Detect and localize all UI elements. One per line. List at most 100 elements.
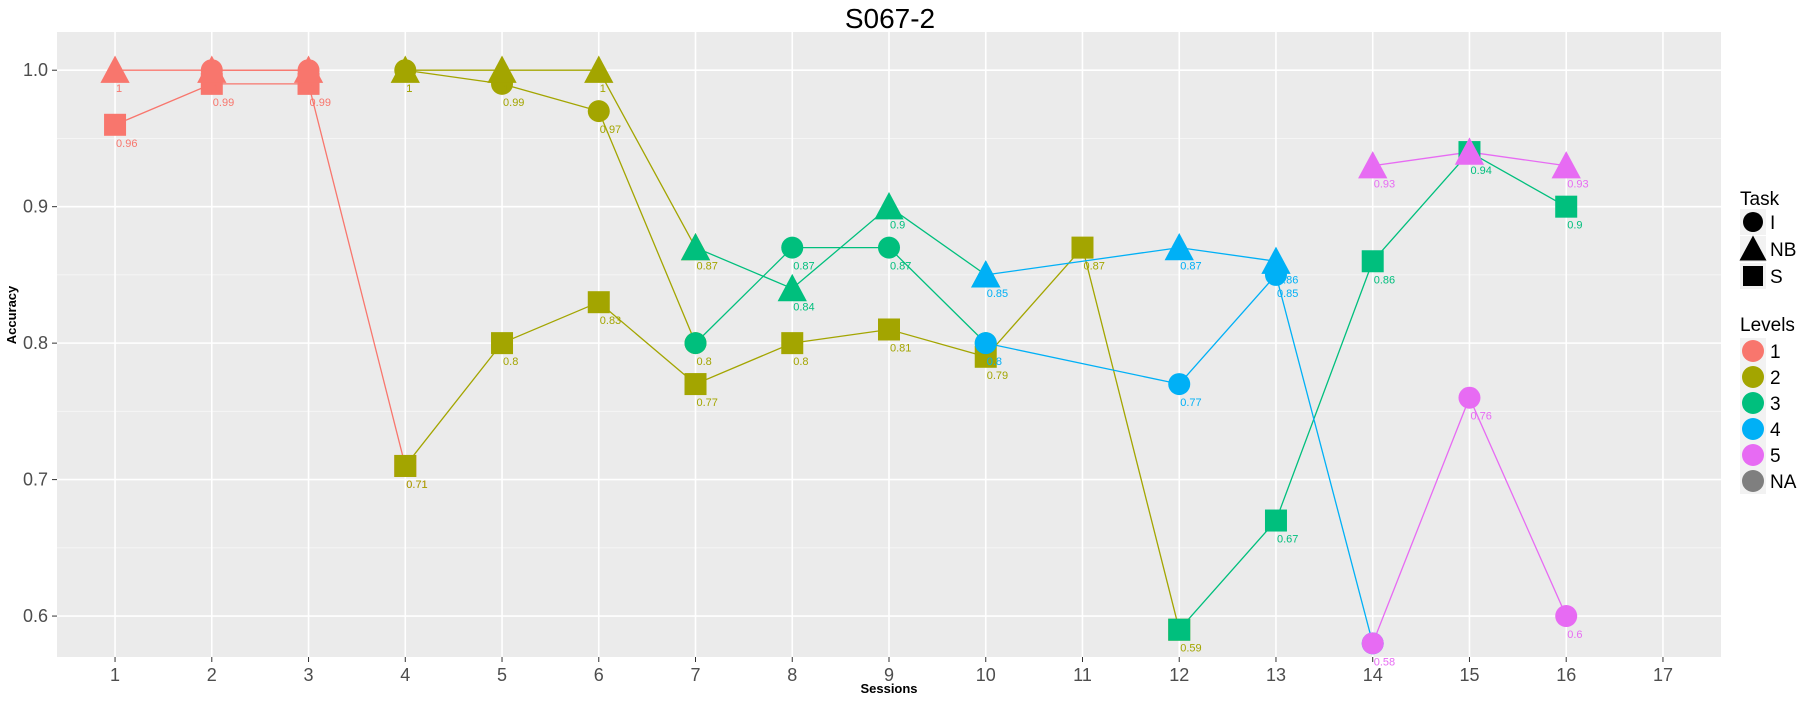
data-point — [878, 236, 900, 259]
data-label: 0.8 — [987, 356, 1002, 368]
data-label: 1 — [406, 83, 412, 95]
x-tick-label: 10 — [976, 665, 996, 685]
y-tick-label: 0.6 — [23, 606, 48, 626]
legend-level-label: NA — [1770, 472, 1797, 493]
data-label: 0.86 — [1374, 274, 1395, 286]
data-label: 0.96 — [116, 138, 137, 150]
y-tick-label: 1.0 — [23, 60, 48, 80]
legend-level-na-swatch — [1742, 470, 1764, 492]
x-tick-label: 11 — [1073, 665, 1092, 685]
data-label: 0.87 — [793, 261, 814, 273]
y-tick-label: 0.9 — [23, 197, 48, 217]
x-axis-label: Sessions — [860, 681, 917, 696]
legend-level-3-swatch — [1742, 392, 1764, 414]
data-label: 0.9 — [890, 220, 905, 232]
data-point — [1071, 236, 1094, 259]
data-label: 0.71 — [406, 479, 427, 491]
data-point — [1261, 246, 1291, 274]
data-label: 0.76 — [1470, 411, 1491, 423]
x-tick-label: 17 — [1653, 665, 1673, 685]
data-label: 1 — [600, 83, 606, 95]
data-label: 0.85 — [987, 288, 1008, 300]
data-label: 0.93 — [1374, 179, 1395, 191]
data-point — [394, 454, 417, 477]
data-label: 0.8 — [793, 356, 808, 368]
legend-level-5-swatch — [1742, 444, 1764, 466]
data-point — [1168, 373, 1191, 396]
data-label: 0.93 — [1567, 179, 1588, 191]
data-label: 0.8 — [503, 356, 518, 368]
data-label: 0.6 — [1567, 629, 1582, 641]
data-point — [680, 232, 711, 261]
series-line-s-level-1 — [114, 83, 406, 467]
legend-level-1-swatch — [1742, 340, 1764, 362]
x-tick-label: 15 — [1459, 665, 1479, 685]
x-tick-label: 8 — [787, 665, 797, 685]
series-line-nb-level-3 — [695, 205, 987, 290]
data-point — [587, 100, 610, 123]
x-tick-label: 6 — [594, 665, 604, 685]
data-label: 1 — [213, 83, 219, 95]
data-label: 0.87 — [1180, 261, 1201, 273]
legend-levels-title: Levels — [1740, 315, 1795, 336]
legend-level-label: 3 — [1770, 394, 1781, 415]
data-label: 0.84 — [793, 302, 814, 314]
data-point — [197, 55, 227, 83]
y-tick-label: 0.7 — [23, 470, 48, 490]
data-point — [781, 332, 804, 355]
series-line-nb-level-2 — [405, 69, 697, 248]
data-label: 0.86 — [1277, 274, 1298, 286]
data-label: 0.8 — [697, 356, 712, 368]
x-tick-label: 13 — [1266, 665, 1286, 685]
data-label: 0.9 — [1567, 220, 1582, 232]
y-tick-label: 0.8 — [23, 333, 48, 353]
data-point — [1164, 232, 1194, 261]
data-label: 0.97 — [600, 124, 621, 136]
data-point — [1555, 195, 1578, 218]
data-point — [777, 273, 807, 302]
legend-level-label: 1 — [1770, 342, 1781, 363]
data-point — [104, 113, 127, 136]
data-label: 0.58 — [1374, 656, 1395, 668]
data-point — [491, 332, 514, 355]
data-label: 0.77 — [697, 397, 718, 409]
data-label: 0.87 — [1083, 261, 1104, 273]
data-label: 0.59 — [1180, 643, 1201, 655]
legend-task-i-symbol — [1743, 212, 1763, 232]
legend-task-nb-symbol — [1739, 235, 1767, 261]
data-label: 0.99 — [503, 97, 524, 109]
data-point — [684, 373, 707, 396]
data-point — [878, 318, 900, 341]
legend-task-s-symbol — [1743, 266, 1763, 286]
x-tick-label: 12 — [1169, 665, 1189, 685]
data-label: 0.94 — [1470, 165, 1491, 177]
data-point — [1358, 151, 1388, 179]
legend-level-label: 5 — [1770, 446, 1781, 467]
data-label: 0.71 — [406, 479, 427, 491]
data-point — [100, 55, 130, 83]
data-point — [584, 55, 614, 83]
data-label: 0.85 — [1277, 288, 1298, 300]
series-line-i-level-2 — [405, 69, 697, 344]
legend-level-4-swatch — [1742, 418, 1764, 440]
data-label: 1 — [116, 83, 122, 95]
data-point — [390, 55, 420, 83]
data-label: 1 — [310, 83, 316, 95]
legend-level-2-swatch — [1742, 366, 1764, 388]
data-label: 0.79 — [987, 370, 1008, 382]
data-label: 0.87 — [697, 261, 718, 273]
data-label: 0.99 — [213, 97, 234, 109]
x-tick-label: 9 — [884, 665, 894, 685]
data-label: 0.67 — [1277, 534, 1298, 546]
chart-title: S067-2 — [845, 3, 935, 34]
y-axis-label: Accuracy — [4, 285, 19, 344]
data-label: 0.77 — [1180, 397, 1201, 409]
legend-level-label: 2 — [1770, 368, 1781, 389]
data-point — [487, 55, 517, 83]
legend: Task I NB S Levels 1 2 3 4 5 NA — [1739, 189, 1797, 494]
legend-task-title: Task — [1740, 189, 1780, 210]
legend-task-label: NB — [1770, 240, 1796, 261]
data-point — [1361, 250, 1384, 273]
